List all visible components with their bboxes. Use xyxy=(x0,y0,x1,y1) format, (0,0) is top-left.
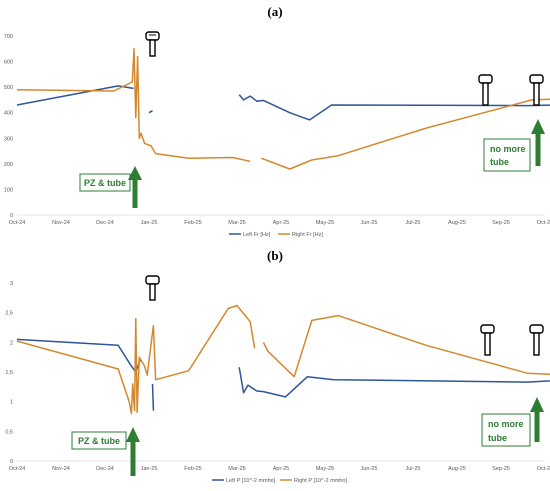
y-tick-label: 3 xyxy=(10,281,13,287)
panel-b-title: (b) xyxy=(267,248,283,263)
y-tick-label: 0,5 xyxy=(5,429,13,435)
panel-b-x-tick-labels: Oct-24 Nov-24 Dec-24 Jan-25 Feb-25 Mar-25 Apr-… xyxy=(9,466,550,472)
series-line-right xyxy=(260,98,550,170)
panel-b-legend: Left P [10^-2 mmho] Right P [10^-2 mmho] xyxy=(212,478,347,484)
otoscope-icon xyxy=(145,275,160,301)
y-tick-label: 400 xyxy=(4,111,13,117)
callout-pz-tube-a: PZ & tube xyxy=(79,173,131,192)
x-tick-label: Mar-25 xyxy=(228,466,245,472)
x-tick-label: May-25 xyxy=(316,220,334,226)
panel-b-series-lines xyxy=(16,304,550,415)
legend-label-right: Right P [10^-2 mmho] xyxy=(294,478,347,484)
callout-pz-tube-b: PZ & tube xyxy=(71,431,127,450)
panel-a-legend: Left Fr [Hz] Right Fr [Hz] xyxy=(229,232,323,238)
y-tick-label: 500 xyxy=(4,85,13,91)
series-line-right xyxy=(262,314,550,378)
x-tick-label: Oct-24 xyxy=(9,220,26,226)
y-tick-label: 300 xyxy=(4,136,13,142)
x-tick-label: Dec-24 xyxy=(96,220,114,226)
x-tick-label: Jun-25 xyxy=(361,220,378,226)
x-tick-label: Oct-24 xyxy=(9,466,26,472)
series-line-left xyxy=(148,110,153,114)
y-tick-label: 200 xyxy=(4,162,13,168)
legend-label-left: Left Fr [Hz] xyxy=(243,232,271,238)
series-line-left xyxy=(16,338,141,373)
x-tick-label: Dec-24 xyxy=(96,466,114,472)
y-tick-label: 100 xyxy=(4,187,13,193)
up-arrow-icon xyxy=(128,166,142,208)
x-tick-label: Jul-25 xyxy=(406,466,421,472)
callout-no-more-tube-text: no more xyxy=(488,419,524,429)
callout-pz-tube-text: PZ & tube xyxy=(78,436,120,446)
x-tick-label: Feb-25 xyxy=(184,466,201,472)
series-line-left xyxy=(151,383,155,411)
x-tick-label: Jan-25 xyxy=(141,466,158,472)
series-line-right xyxy=(16,48,251,163)
x-tick-label: Nov-24 xyxy=(52,466,70,472)
x-tick-label: Feb-25 xyxy=(184,220,201,226)
series-line-left xyxy=(238,367,550,398)
x-tick-label: Jul-25 xyxy=(406,220,421,226)
panel-b-y-tick-labels: 0 0,5 1 1,5 2 2,5 3 xyxy=(5,281,13,465)
y-tick-label: 700 xyxy=(4,34,13,40)
y-tick-label: 0 xyxy=(10,213,13,219)
panel-a: (a) 0 100 200 300 400 500 600 700 Oct-24 Nov-24 D… xyxy=(4,4,550,238)
x-tick-label: Aug-25 xyxy=(448,466,466,472)
x-tick-label: Jun-25 xyxy=(361,466,378,472)
panel-a-series-lines xyxy=(16,48,550,170)
y-tick-label: 1,5 xyxy=(5,370,13,376)
x-tick-label: Sep-25 xyxy=(492,466,510,472)
callout-no-more-tube-b: no more tube xyxy=(481,413,531,447)
panel-b: (b) 0 0,5 1 1,5 2 2,5 3 Oct-24 Nov-24 Dec-24 Jan-… xyxy=(5,248,550,484)
up-arrow-icon xyxy=(126,427,140,476)
x-tick-label: Nov-24 xyxy=(52,220,70,226)
otoscope-icon xyxy=(478,74,493,106)
y-tick-label: 600 xyxy=(4,60,13,66)
otoscope-icon xyxy=(529,74,544,106)
x-tick-label: Aug-25 xyxy=(448,220,466,226)
panel-a-x-tick-labels: Oct-24 Nov-24 Dec-24 Jan-25 Feb-25 Mar-25 Apr-… xyxy=(9,220,550,226)
callout-no-more-tube-a: no more tube xyxy=(483,138,531,172)
series-line-right xyxy=(16,304,256,415)
x-tick-label: Jan-25 xyxy=(141,220,158,226)
legend-label-right: Right Fr [Hz] xyxy=(292,232,323,238)
series-line-left xyxy=(16,85,134,106)
otoscope-icon xyxy=(529,324,544,356)
panel-a-title: (a) xyxy=(267,4,282,19)
otoscope-icon xyxy=(480,324,495,356)
x-tick-label: Oct-25 xyxy=(537,220,550,226)
y-tick-label: 2,5 xyxy=(5,311,13,317)
up-arrow-icon xyxy=(530,397,544,442)
x-tick-label: Apr-25 xyxy=(273,220,290,226)
callout-no-more-tube-text: tube xyxy=(488,433,507,443)
otoscope-icon xyxy=(145,31,160,57)
x-tick-label: Mar-25 xyxy=(228,220,245,226)
callout-no-more-tube-text: tube xyxy=(490,157,509,167)
x-tick-label: May-25 xyxy=(316,466,334,472)
series-line-left xyxy=(238,94,550,121)
y-tick-label: 0 xyxy=(10,459,13,465)
legend-label-left: Left P [10^-2 mmho] xyxy=(226,478,276,484)
callout-no-more-tube-text: no more xyxy=(490,144,526,154)
y-tick-label: 1 xyxy=(10,400,13,406)
x-tick-label: Sep-25 xyxy=(492,220,510,226)
y-tick-label: 2 xyxy=(10,340,13,346)
x-tick-label: Oct-25 xyxy=(537,466,550,472)
panel-a-y-tick-labels: 0 100 200 300 400 500 600 700 xyxy=(4,34,13,219)
callout-pz-tube-text: PZ & tube xyxy=(84,178,126,188)
x-tick-label: Apr-25 xyxy=(273,466,290,472)
up-arrow-icon xyxy=(531,119,545,166)
